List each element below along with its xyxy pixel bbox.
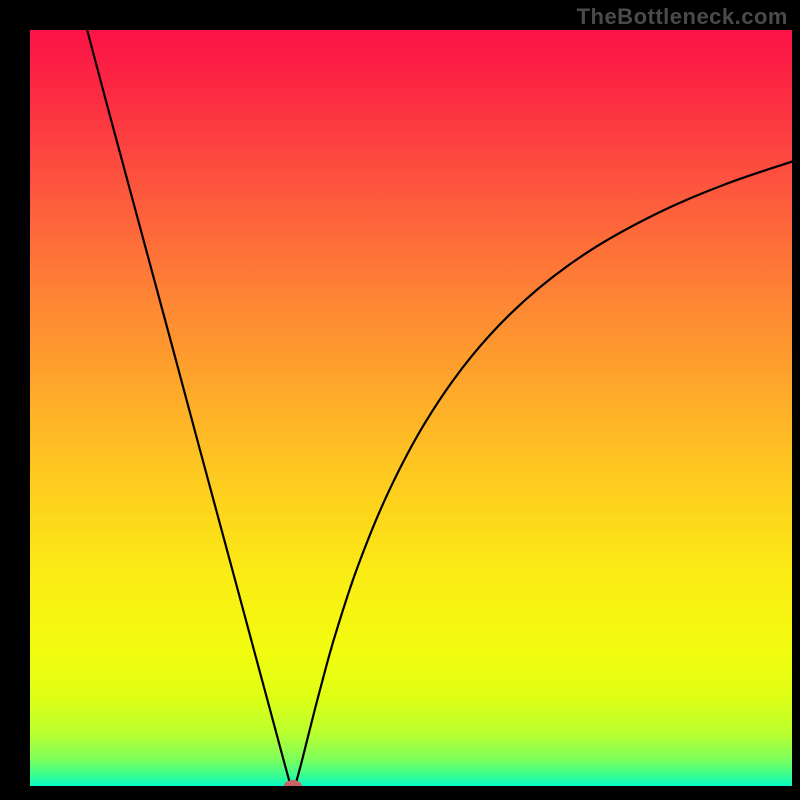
plot-area — [30, 30, 792, 786]
watermark-label: TheBottleneck.com — [577, 4, 788, 30]
chart-container: TheBottleneck.com — [0, 0, 800, 800]
chart-svg — [30, 30, 792, 786]
gradient-background — [30, 30, 792, 786]
